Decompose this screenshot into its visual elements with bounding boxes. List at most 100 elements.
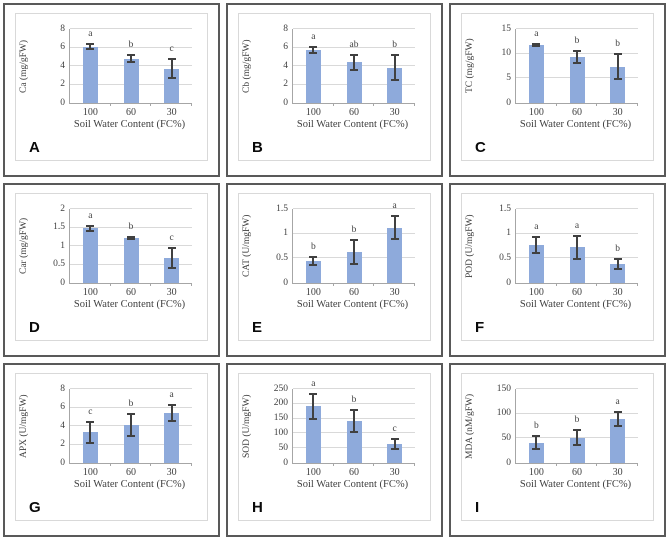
y-tick-label: 50: [501, 432, 512, 443]
error-bar-line: [170, 403, 173, 423]
y-tick-label: 1.5: [53, 222, 65, 232]
x-tick-label: 30: [389, 107, 400, 118]
x-tick-label: 60: [348, 287, 359, 298]
x-tick-label: 30: [389, 287, 400, 298]
y-tick-label: 15: [501, 23, 512, 34]
y-tick-label: 8: [60, 23, 65, 34]
significance-letter: b: [615, 39, 621, 50]
bar: [305, 406, 321, 463]
error-bar-cap: [613, 53, 622, 56]
y-tick-label: 0: [60, 277, 65, 288]
y-tick-label: 0.5: [499, 252, 511, 263]
significance-letter: a: [88, 29, 93, 40]
significance-letter: b: [392, 40, 398, 51]
bar: [305, 50, 321, 103]
error-bar-cap: [86, 229, 95, 232]
x-tick-label: 30: [166, 467, 177, 478]
x-axis-tick: [414, 283, 415, 286]
bar: [387, 67, 403, 103]
plot-area: 0 2 4 6 8 a 100 ab 60 b 30: [283, 24, 415, 118]
x-axis-tick: [150, 463, 152, 466]
bar: [528, 44, 544, 103]
panel-g: APX (U/mgFW) 0 2 4 6 8 c 100 b 60 a 30 Soil Water …: [3, 363, 220, 537]
error-bar: [350, 53, 358, 72]
error-bar-cap: [309, 392, 318, 395]
error-bar-line: [535, 236, 538, 254]
error-bar-cap: [390, 448, 399, 451]
x-axis-title: Soil Water Content (FC%): [296, 479, 409, 490]
y-tick-label: 6: [60, 402, 65, 412]
error-bar-cap: [350, 263, 358, 266]
y-tick-label: 10: [501, 48, 512, 59]
error-bar-line: [170, 246, 173, 269]
y-tick-label: 150: [273, 413, 288, 424]
x-tick-label: 30: [612, 107, 623, 118]
y-tick-label: 100: [496, 408, 511, 419]
bar: [305, 260, 321, 283]
y-tick-label: 0: [283, 457, 288, 468]
y-axis-title: Car (mg/gFW): [19, 217, 29, 275]
x-axis-tick: [555, 463, 557, 466]
x-tick-label: 100: [528, 287, 544, 298]
x-axis-tick: [373, 463, 375, 466]
y-tick-label: 2: [60, 203, 65, 214]
error-bar-cap: [167, 77, 176, 80]
x-axis-tick: [596, 463, 598, 466]
error-bar-line: [312, 46, 315, 55]
error-bar-cap: [390, 79, 399, 82]
error-bar-cap: [390, 438, 399, 441]
chart-c: TC (mg/gFW) 0 5 10 15 a 100 b 60 b 30 Soil Water …: [461, 13, 654, 161]
bar: [164, 257, 180, 283]
significance-letter: ab: [349, 39, 359, 50]
chart-d: Car (mg/gFW) 0 0.5 1 1.5 2 a 100 b 60 c 30 Soil Wa…: [15, 193, 208, 341]
error-bar-line: [312, 255, 315, 266]
significance-letter: a: [534, 28, 539, 39]
error-bar: [86, 43, 95, 50]
gridline: [516, 208, 638, 209]
error-bar: [532, 42, 541, 47]
x-tick-label: 100: [305, 287, 321, 298]
error-bar-line: [353, 238, 355, 266]
plot-area: 0 5 10 15 a 100 b 60 b 30: [502, 24, 638, 118]
error-bar-cap: [350, 53, 358, 56]
x-tick-label: 30: [612, 287, 623, 298]
error-bar: [573, 235, 581, 260]
y-tick-label: 2: [60, 439, 65, 449]
x-tick-label: 60: [571, 287, 582, 298]
error-bar-line: [170, 58, 173, 80]
y-tick-label: 4: [60, 420, 65, 431]
error-bar-cap: [309, 417, 318, 420]
significance-letter: b: [310, 241, 316, 252]
significance-letter: b: [574, 36, 580, 47]
error-bar-cap: [613, 424, 622, 427]
y-tick-label: 0.5: [53, 259, 65, 269]
x-tick-label: 60: [571, 467, 582, 478]
error-bar-cap: [350, 238, 358, 241]
error-bar-line: [353, 53, 355, 72]
gridline: [516, 232, 638, 234]
x-axis-tick: [109, 103, 111, 106]
x-axis-tick: [191, 463, 192, 466]
gridline: [293, 46, 415, 48]
y-tick-label: 8: [283, 23, 288, 34]
chart-a: Ca (mg/gFW) 0 2 4 6 8 a 100 b 60 c 30 Soil Water C…: [15, 13, 208, 161]
error-bar-cap: [167, 420, 176, 423]
error-bar: [573, 50, 581, 64]
y-axis-title: Cb (mg/gFW): [242, 39, 252, 93]
error-bar-cap: [350, 69, 358, 72]
error-bar: [309, 392, 318, 420]
x-axis-tick: [414, 103, 415, 106]
chart-i: MDA (nM/gFW) 0 50 100 150 b 100 b 60 a 30 Soil Wa…: [461, 373, 654, 521]
error-bar-line: [393, 215, 396, 241]
error-bar-cap: [532, 435, 541, 438]
significance-letter: b: [128, 39, 134, 50]
error-bar: [390, 54, 399, 82]
error-bar: [167, 246, 176, 269]
x-axis-title: Soil Water Content (FC%): [73, 299, 186, 310]
x-tick-label: 30: [166, 287, 177, 298]
y-tick-label: 100: [273, 427, 288, 438]
panel-c: TC (mg/gFW) 0 5 10 15 a 100 b 60 b 30 Soil Water …: [449, 3, 666, 177]
error-bar-line: [89, 43, 92, 50]
panel-letter: I: [475, 499, 480, 516]
x-tick-label: 60: [348, 107, 359, 118]
